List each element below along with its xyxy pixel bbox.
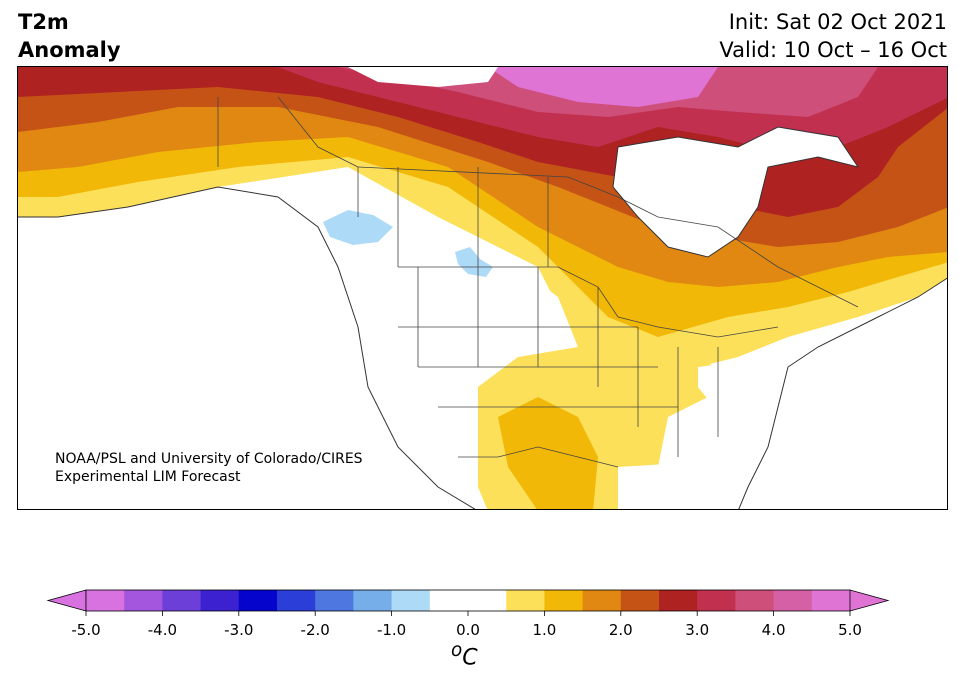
anomaly-cool-bc	[323, 210, 393, 245]
colorbar-bin	[162, 590, 202, 611]
colorbar-tick-label: -5.0	[71, 621, 100, 639]
map-svg	[18, 67, 947, 509]
credit-line-1: NOAA/PSL and University of Colorado/CIRE…	[55, 451, 363, 467]
anomaly-band-4.5	[488, 67, 718, 107]
colorbar-extend-low	[46, 589, 87, 612]
gulf-of-mexico	[618, 462, 718, 509]
colorbar-bin	[620, 590, 660, 611]
init-date: Init: Sat 02 Oct 2021	[728, 10, 947, 34]
anomaly-south-1.5	[498, 397, 598, 509]
valid-range: Valid: 10 Oct – 16 Oct	[719, 38, 947, 62]
colorbar-tick-label: -3.0	[224, 621, 253, 639]
arctic-water	[348, 67, 498, 87]
hudson-bay	[613, 127, 858, 257]
colorbar-tick-label: 5.0	[838, 621, 862, 639]
colorbar-bin	[697, 590, 736, 611]
pacific-ocean	[18, 187, 475, 509]
colorbar-unit-label: oC	[451, 640, 478, 670]
colorbar-tick-label: 0.0	[456, 621, 480, 639]
colorbar-bin	[811, 590, 851, 611]
anomaly-label: Anomaly	[18, 38, 121, 62]
unit-base: C	[462, 645, 478, 671]
colorbar-bin	[124, 590, 163, 611]
colorbar-boxes	[46, 589, 890, 612]
colorbar-bin	[468, 590, 507, 611]
southeast-neutral	[688, 397, 778, 467]
colorbar-ticks: -5.0 -4.0 -3.0 -2.0 -1.0 0.0 1.0 2.0 3.0 4.0 5.0	[71, 611, 862, 639]
credit-text: NOAA/PSL and University of Colorado/CIRE…	[55, 450, 363, 486]
coastlines	[18, 126, 947, 509]
colorbar-bin	[315, 590, 354, 611]
political-boundaries	[217, 96, 859, 468]
variable-label: T2m	[18, 10, 69, 34]
colorbar-bin	[544, 590, 584, 611]
colorbar-tick-label: 4.0	[762, 621, 786, 639]
credit-line-2: Experimental LIM Forecast	[55, 469, 241, 485]
forecast-dates: Init: Sat 02 Oct 2021 Valid: 10 Oct – 16…	[719, 8, 947, 64]
colorbar-bin	[353, 590, 393, 611]
colorbar-bin	[735, 590, 775, 611]
colorbar-bin	[429, 590, 469, 611]
colorbar-bin	[200, 590, 240, 611]
colorbar-bin	[659, 590, 698, 611]
colorbar-bin	[391, 590, 431, 611]
colorbar-tick-label: -1.0	[377, 621, 406, 639]
colorbar: -5.0 -4.0 -3.0 -2.0 -1.0 0.0 1.0 2.0 3.0 4.0 5.0	[46, 589, 890, 639]
colorbar-tick-label: -2.0	[301, 621, 330, 639]
colorbar-bin	[582, 590, 622, 611]
colorbar-tick-label: -4.0	[148, 621, 177, 639]
colorbar-tick-label: 2.0	[609, 621, 633, 639]
colorbar-bin	[773, 590, 813, 611]
colorbar-bin	[238, 590, 278, 611]
colorbar-bin	[86, 590, 125, 611]
western-us-neutral	[358, 217, 578, 487]
anomaly-map	[17, 66, 948, 510]
plot-title: T2m Anomaly	[18, 8, 121, 64]
unit-degree-sup: o	[451, 640, 463, 661]
colorbar-bin	[506, 590, 545, 611]
colorbar-bin	[277, 590, 316, 611]
colorbar-extend-high	[849, 589, 890, 612]
colorbar-tick-label: 1.0	[532, 621, 556, 639]
anomaly-cool-montana	[455, 247, 493, 277]
atlantic-ocean	[738, 278, 947, 509]
colorbar-tick-label: 3.0	[685, 621, 709, 639]
